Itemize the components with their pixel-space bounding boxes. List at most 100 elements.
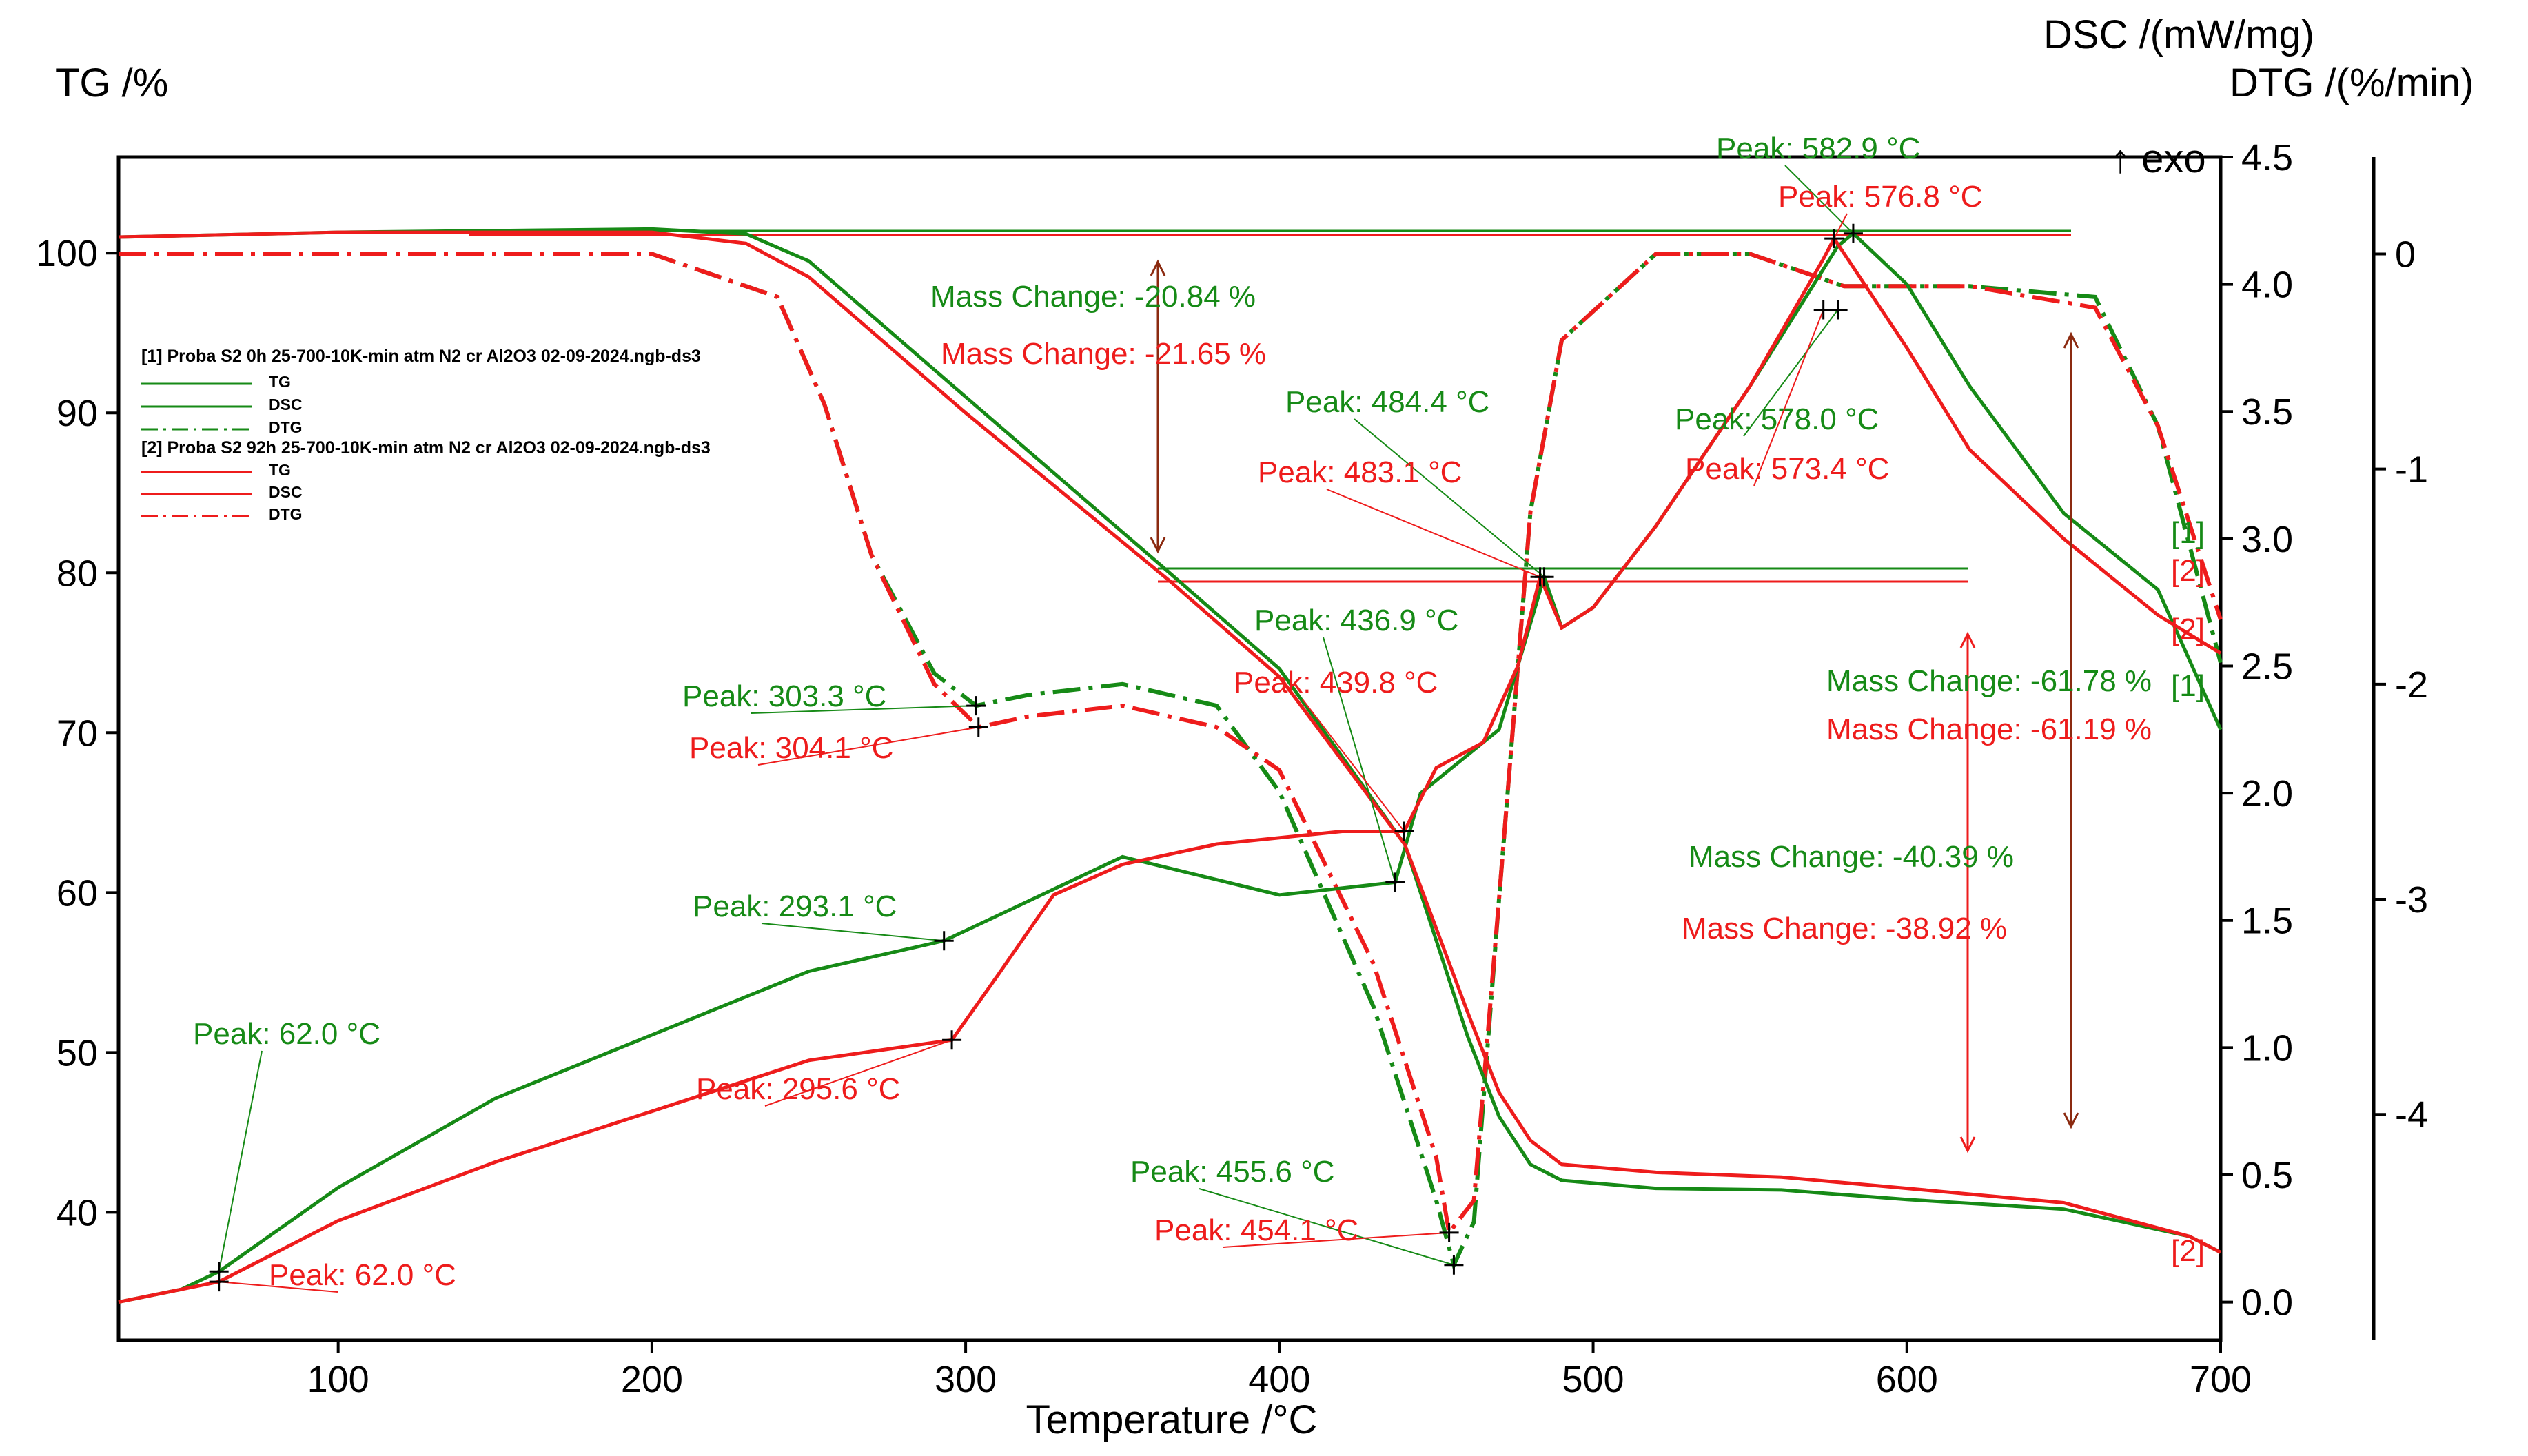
dsc-tick-label: 1.5 xyxy=(2241,901,2293,942)
dsc-curve-1 xyxy=(118,231,2223,1304)
x-tick-label: 300 xyxy=(935,1359,997,1400)
peak-leader-line xyxy=(1199,1188,1454,1266)
legend-file1: [1] Proba S2 0h 25-700-10K-min atm N2 cr… xyxy=(141,347,701,366)
mc-arrow-a-heads xyxy=(1150,259,1166,554)
dtg-tick-label: -1 xyxy=(2395,449,2428,491)
peak-marker xyxy=(966,696,986,716)
mass-change-label: Mass Change: -40.39 % xyxy=(1689,840,2014,874)
peak-label: Peak: 62.0 °C xyxy=(193,1017,380,1051)
peak-marker xyxy=(1530,567,1550,587)
tg-tick-label: 80 xyxy=(57,553,98,594)
peak-label: Peak: 436.9 °C xyxy=(1254,604,1458,637)
mass-change-label: Mass Change: -61.19 % xyxy=(1826,712,2152,746)
peak-label: Peak: 454.1 °C xyxy=(1154,1213,1358,1247)
peak-leader-line xyxy=(1753,309,1824,486)
mass-change-label: Mass Change: -38.92 % xyxy=(1682,912,2007,945)
mc-arrow-c-heads xyxy=(2063,331,2079,1129)
dsc-tick-label: 0.0 xyxy=(2241,1282,2293,1324)
mass-change-label: Mass Change: -21.65 % xyxy=(941,337,1266,371)
x-tick-label: 500 xyxy=(1562,1359,1624,1400)
dsc-tick-label: 1.0 xyxy=(2241,1027,2293,1069)
peak-label: Peak: 573.4 °C xyxy=(1685,452,1889,486)
legend-entry-dtg1: DTG xyxy=(269,418,303,436)
peak-marker xyxy=(209,1272,229,1292)
peak-label: Peak: 295.6 °C xyxy=(696,1072,900,1106)
dsc-tick-label: 2.5 xyxy=(2241,646,2293,687)
peak-label: Peak: 455.6 °C xyxy=(1130,1155,1334,1189)
peak-leader-line xyxy=(1302,699,1405,832)
dtg-tick-label: -4 xyxy=(2395,1094,2428,1136)
peak-label: Peak: 304.1 °C xyxy=(689,731,893,765)
dtg-tick-label: 0 xyxy=(2395,234,2416,275)
dsc-tick-label: 3.0 xyxy=(2241,519,2293,560)
plot-frame xyxy=(116,155,2223,1342)
peak-leader-line xyxy=(1326,489,1540,578)
peak-leader-line xyxy=(761,923,944,942)
peak-label: Peak: 303.3 °C xyxy=(682,679,886,713)
tg-tick-label: 60 xyxy=(57,872,98,914)
curve-tag: [2] xyxy=(2171,613,2205,646)
peak-label: Peak: 578.0 °C xyxy=(1675,402,1879,436)
x-tick-label: 600 xyxy=(1876,1359,1938,1400)
peak-leader-line xyxy=(218,1050,263,1272)
legend: [1] Proba S2 0h 25-700-10K-min atm N2 cr… xyxy=(141,347,711,523)
tg-tick-label: 90 xyxy=(57,393,98,434)
peak-label: Peak: 576.8 °C xyxy=(1778,180,1982,214)
peak-leader-line xyxy=(218,1281,338,1293)
peak-marker xyxy=(1444,1255,1464,1275)
legend-entry-dtg2: DTG xyxy=(269,505,303,523)
x-tick-label: 100 xyxy=(307,1359,369,1400)
tg-tick-label: 70 xyxy=(57,712,98,754)
curve-tag: [2] xyxy=(2171,554,2205,588)
mass-change-label: Mass Change: -61.78 % xyxy=(1826,664,2152,698)
peak-leader-line xyxy=(1354,418,1545,578)
peak-marker xyxy=(1385,872,1405,892)
x-axis-title: Temperature /°C xyxy=(1026,1397,1318,1442)
peak-leader-line xyxy=(764,1039,952,1107)
legend-entry-dsc1: DSC xyxy=(269,396,303,413)
axis-ticks: 100 200 300 400 500 600 700 40 50 60 70 80 90 100 0.0 0… xyxy=(36,137,2428,1400)
peak-label: Peak: 483.1 °C xyxy=(1258,455,1462,489)
legend-file2: [2] Proba S2 92h 25-700-10K-min atm N2 c… xyxy=(141,438,711,458)
legend-entry-tg1: TG xyxy=(269,373,291,391)
peak-leader-line xyxy=(1223,1231,1449,1248)
dtg-tick-label: -2 xyxy=(2395,664,2428,706)
peak-marker xyxy=(1824,229,1844,249)
dsc-tick-label: 4.0 xyxy=(2241,265,2293,306)
dtg-curve-2 xyxy=(119,252,2223,1238)
peak-label: Peak: 293.1 °C xyxy=(693,890,897,923)
curve-tag: [2] xyxy=(2171,1234,2205,1268)
mc-arrow-b-heads xyxy=(1959,631,1976,1153)
dtg-tick-label: -3 xyxy=(2395,879,2428,921)
peak-label: Peak: 484.4 °C xyxy=(1285,385,1489,419)
curve-tag: [1] xyxy=(2171,669,2205,703)
dsc-curve-2 xyxy=(118,235,2222,1304)
peak-leader-line xyxy=(1784,165,1854,234)
peak-marker xyxy=(1813,300,1833,320)
curve-tag: [1] xyxy=(2171,516,2205,550)
x-tick-label: 400 xyxy=(1248,1359,1310,1400)
peak-marker xyxy=(968,717,988,737)
x-tick-label: 200 xyxy=(621,1359,683,1400)
exo-indicator: ↑ exo xyxy=(2110,136,2206,181)
tg-curve-1 xyxy=(118,227,2222,1254)
mass-change-arrows xyxy=(1150,259,2079,1153)
peak-leader-line xyxy=(1323,637,1396,883)
dsc-tick-label: 4.5 xyxy=(2241,137,2293,178)
peak-marker xyxy=(1394,821,1414,841)
tg-tick-label: 100 xyxy=(36,233,98,274)
peak-marker xyxy=(934,931,954,951)
tg-tick-label: 40 xyxy=(57,1192,98,1233)
dsc-axis-title: DSC /(mW/mg) xyxy=(2043,12,2314,57)
legend-entry-tg2: TG xyxy=(269,461,291,479)
legend-entry-dsc2: DSC xyxy=(269,483,303,501)
x-tick-label: 700 xyxy=(2190,1359,2252,1400)
annotations: Peak: 62.0 °C Peak: 62.0 °C Peak: 293.1 °C… xyxy=(193,132,2205,1293)
peak-leader-line xyxy=(1833,213,1848,239)
tg-tick-label: 50 xyxy=(57,1032,98,1074)
peak-label: Peak: 582.9 °C xyxy=(1716,132,1920,165)
tg-axis-title: TG /% xyxy=(55,61,168,105)
peak-marker xyxy=(1843,223,1863,243)
peak-leader-line xyxy=(757,726,979,766)
